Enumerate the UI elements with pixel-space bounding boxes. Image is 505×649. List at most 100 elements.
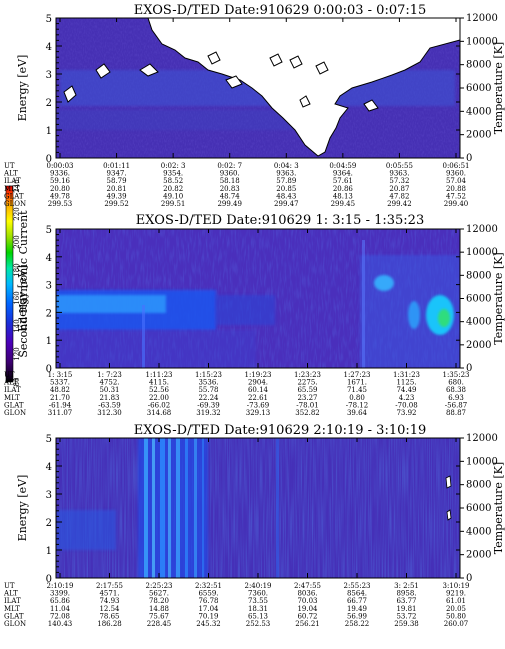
y2-tick-label: 10000 (466, 456, 498, 467)
y2-tick-label: 12000 (466, 13, 498, 24)
y2-tick-label: 0 (466, 363, 472, 374)
table-cell: 9347. (107, 170, 127, 178)
table-cell: 1125. (396, 379, 416, 387)
table-cell: 299.53 (48, 200, 73, 208)
colorbar-tick-label: 120 (13, 347, 21, 360)
table-cell: 329.13 (246, 409, 271, 417)
table-cell: 9336. (50, 170, 70, 178)
table-cell: 20.83 (220, 185, 240, 193)
colorbar-label: Second Harmonic Current (17, 210, 30, 358)
table-cell: 49.39 (107, 192, 127, 200)
table-cell: 21.70 (50, 394, 70, 402)
table-cell: 20.86 (333, 185, 354, 193)
y-tick-label: 2 (46, 98, 52, 109)
table-cell: -73.69 (247, 401, 269, 409)
table-cell: 22.24 (198, 394, 219, 402)
table-cell: 66.77 (347, 597, 367, 605)
table-cell: 2:32:51 (195, 582, 222, 590)
table-row-label: ILAT (4, 597, 21, 605)
table-row-label: UT (4, 582, 15, 590)
table-cell: 245.32 (196, 620, 221, 628)
table-cell: 19.49 (347, 605, 367, 613)
colorbar-tick-label: 180 (13, 263, 21, 276)
table-cell: 0:02: 7 (217, 162, 242, 170)
table-cell: 314.68 (147, 409, 172, 417)
y2-tick-label: 0 (466, 153, 472, 164)
table-cell: 228.45 (147, 620, 172, 628)
table-cell: 186.28 (97, 620, 122, 628)
panel-3: EXOS-D/TED Date:910629 2:10:19 - 3:10:19… (16, 423, 505, 585)
table-cell: 70.03 (297, 597, 317, 605)
panel-3-spectrogram (56, 438, 460, 578)
table-cell: 73.92 (396, 409, 416, 417)
table-cell: -78.01 (296, 401, 318, 409)
table-cell: 58.52 (163, 177, 183, 185)
table-cell: 1:27:23 (344, 371, 371, 379)
table-cell: 22.00 (149, 394, 169, 402)
table-cell: 6.93 (448, 394, 464, 402)
table-cell: 5337. (50, 379, 70, 387)
y2-tick-label: 2000 (466, 130, 491, 141)
table-cell: 19.81 (396, 605, 416, 613)
table-cell: 299.47 (274, 200, 299, 208)
table-cell: 299.49 (217, 200, 242, 208)
y-tick-label: 5 (46, 225, 52, 236)
table-cell: 55.78 (198, 386, 218, 394)
table-cell: 57.61 (333, 177, 353, 185)
table-row-label: ALT (3, 379, 18, 387)
table-cell: 260.07 (444, 620, 469, 628)
table-cell: 57.89 (276, 177, 296, 185)
y-tick-label: 3 (46, 281, 52, 292)
table-cell: 23.27 (297, 394, 317, 402)
y2-tick-label: 4000 (466, 106, 491, 117)
table-cell: 48.74 (220, 192, 241, 200)
table-cell: 19.04 (297, 605, 318, 613)
y-tick-label: 1 (46, 336, 52, 347)
y-tick-label: 4 (46, 462, 52, 473)
panel-2-spectrogram (56, 229, 460, 368)
table-cell: -56.87 (445, 401, 467, 409)
table-cell: 352.82 (295, 409, 320, 417)
table-cell: 319.32 (196, 409, 221, 417)
table-cell: 256.21 (295, 620, 320, 628)
table-row-label: MLT (4, 185, 20, 193)
table-cell: 20.05 (446, 605, 466, 613)
table-cell: 3: 2:51 (394, 582, 419, 590)
table-cell: 20.80 (50, 185, 70, 193)
table-cell: 0:04:59 (329, 162, 356, 170)
table-cell: 680. (448, 379, 464, 387)
table-cell: 50.80 (446, 612, 466, 620)
table-cell: 48.13 (333, 192, 353, 200)
y2-tick-label: 0 (466, 573, 472, 584)
panel-1: EXOS-D/TED Date:910629 0:00:03 - 0:07:15… (16, 3, 505, 165)
y2-tick-label: 6000 (466, 294, 491, 305)
table-cell: 57.04 (446, 177, 467, 185)
y-tick-label: 0 (46, 574, 52, 585)
table-cell: 0:01:11 (103, 162, 130, 170)
table-cell: 1671. (347, 379, 367, 387)
table-cell: 50.31 (99, 386, 119, 394)
table-cell: 49.78 (50, 192, 70, 200)
table-cell: 0:05:55 (386, 162, 413, 170)
table-cell: 18.31 (248, 605, 268, 613)
table-cell: 4752. (99, 379, 119, 387)
table-cell: 71.45 (347, 386, 367, 394)
colorbar-tick-label: 220 (13, 207, 21, 220)
y2-tick-label: 4000 (466, 526, 491, 537)
table-row-label: MLT (4, 394, 20, 402)
table-cell: -66.02 (148, 401, 170, 409)
table-cell: 0:02: 3 (161, 162, 186, 170)
table-cell: 14.88 (149, 605, 169, 613)
table-cell: 299.45 (331, 200, 356, 208)
table-row-label: UT (4, 371, 15, 379)
table-row-label: GLON (4, 409, 26, 417)
table-cell: 20.85 (276, 185, 296, 193)
table-cell: 58.18 (220, 177, 240, 185)
table-cell: 1:19:23 (245, 371, 272, 379)
y-tick-label: 4 (46, 253, 52, 264)
y2-tick-label: 10000 (466, 36, 498, 47)
table-cell: 252.53 (246, 620, 271, 628)
y2-tick-label: 8000 (466, 60, 491, 71)
table-cell: 65.13 (248, 612, 268, 620)
table-cell: 1:31:23 (393, 371, 420, 379)
